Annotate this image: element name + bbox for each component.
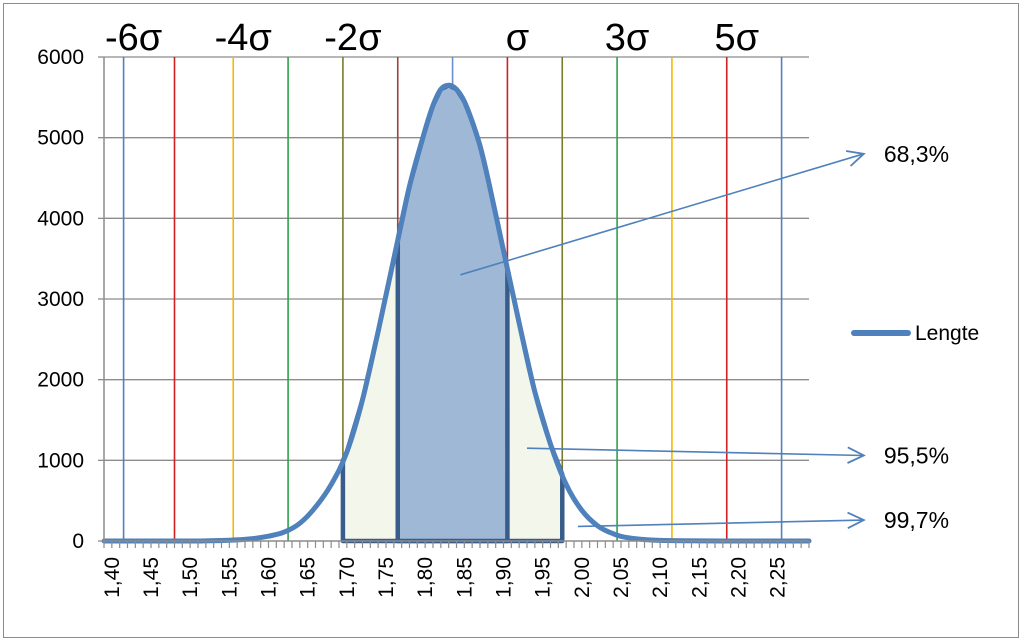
x-tick-label: 1,70 bbox=[336, 557, 359, 598]
x-tick-label: 2,00 bbox=[571, 557, 594, 598]
sigma-label: 3σ bbox=[605, 17, 650, 59]
annotation-arrow-line bbox=[460, 153, 865, 276]
y-tick-label: 3000 bbox=[37, 288, 84, 311]
x-tick-label: 2,15 bbox=[688, 557, 711, 598]
y-tick-label: 6000 bbox=[37, 46, 84, 69]
x-tick-label: 2,05 bbox=[610, 557, 633, 598]
annotation-arrow-head bbox=[847, 446, 866, 464]
annotation-arrow-head bbox=[845, 150, 866, 167]
sigma-labels: -6σ -4σ -2σ σ 3σ 5σ bbox=[105, 17, 759, 59]
x-tick-label: 1,65 bbox=[297, 557, 320, 598]
x-tick-label: 1,80 bbox=[414, 557, 437, 598]
shaded-region bbox=[395, 82, 510, 544]
annotation-arrow-line bbox=[526, 447, 864, 457]
y-tick-label: 4000 bbox=[37, 207, 84, 230]
annotation-label: 99,7% bbox=[884, 507, 949, 533]
sigma-label: σ bbox=[506, 17, 529, 59]
annotation-arrow-head bbox=[847, 511, 866, 530]
x-tick-label: 1,75 bbox=[375, 557, 398, 598]
series-layer bbox=[101, 82, 812, 544]
legend: Lengte bbox=[851, 322, 979, 345]
x-tick-label: 1,40 bbox=[101, 557, 124, 598]
y-tick-label: 0 bbox=[72, 530, 84, 553]
sigma-label: 5σ bbox=[714, 17, 759, 59]
x-tick-label: 1,45 bbox=[140, 557, 163, 598]
annotation-arrow-line bbox=[577, 519, 864, 528]
sigma-label: -6σ bbox=[105, 17, 162, 59]
x-tick-label: 1,50 bbox=[179, 557, 202, 598]
x-tick-label: 2,20 bbox=[728, 557, 751, 598]
annotations: 68,3% 95,5% 99,7% bbox=[460, 141, 949, 533]
shaded-regions bbox=[340, 82, 565, 544]
x-tick-label: 1,95 bbox=[532, 557, 555, 598]
legend-label-lengte: Lengte bbox=[915, 322, 979, 345]
series-line-lengte bbox=[101, 82, 812, 544]
annotation-label: 95,5% bbox=[884, 442, 949, 468]
sigma-label: -4σ bbox=[215, 17, 272, 59]
y-tick-label: 2000 bbox=[37, 369, 84, 392]
y-tick-label: 1000 bbox=[37, 449, 84, 472]
y-tick-label: 5000 bbox=[37, 127, 84, 150]
axes: 0 1000 2000 3000 4000 5000 6000 1,40 1,45 1,50 1,5… bbox=[37, 46, 810, 598]
sigma-label: -2σ bbox=[324, 17, 381, 59]
x-tick-label: 1,60 bbox=[258, 557, 281, 598]
x-tick-label: 1,55 bbox=[218, 557, 241, 598]
x-tick-label: 2,25 bbox=[767, 557, 790, 598]
x-tick-label: 1,90 bbox=[493, 557, 516, 598]
x-tick-label: 2,10 bbox=[649, 557, 672, 598]
x-tick-label: 1,85 bbox=[453, 557, 476, 598]
annotation-label: 68,3% bbox=[884, 141, 949, 167]
